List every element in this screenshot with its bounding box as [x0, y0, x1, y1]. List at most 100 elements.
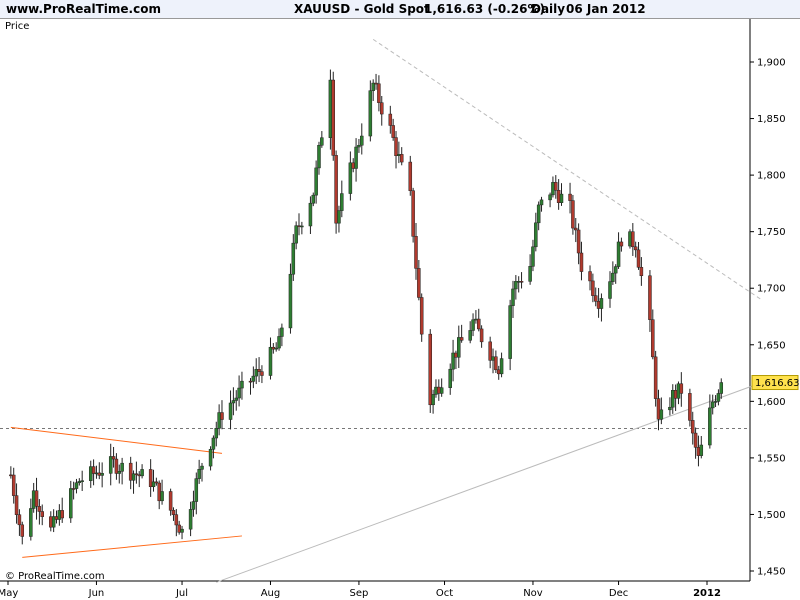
- candle-body: [148, 469, 153, 488]
- candle-body: [357, 144, 361, 148]
- candle-body: [40, 511, 44, 517]
- candle-body: [536, 204, 541, 224]
- candle-body: [351, 162, 355, 169]
- y-tick-label: 1,450: [757, 567, 786, 578]
- x-tick-label: May: [0, 588, 18, 599]
- candle-body: [31, 490, 36, 509]
- candle-body: [114, 458, 119, 474]
- candle-body: [408, 161, 413, 191]
- candle-body: [391, 125, 395, 138]
- candle-body: [314, 167, 318, 196]
- candle-body: [51, 516, 56, 528]
- candle-body: [88, 466, 93, 481]
- candle-body: [511, 288, 515, 306]
- candle-body: [291, 242, 296, 275]
- candle-body: [368, 90, 373, 137]
- candle-body: [719, 382, 724, 394]
- candle-body: [297, 225, 301, 227]
- candle-body: [37, 506, 42, 512]
- candle-body: [708, 407, 712, 446]
- y-tick-label: 1,900: [757, 58, 786, 69]
- candle-body: [414, 236, 418, 269]
- candle-body: [496, 369, 501, 375]
- y-tick-label: 1,850: [757, 114, 786, 125]
- candle-body: [653, 356, 658, 399]
- candle-body: [534, 222, 538, 248]
- candle-body: [499, 358, 504, 375]
- candle-body: [613, 266, 618, 274]
- quote-text: 1,616.63 (-0.26%): [424, 2, 545, 16]
- support-trend-line: [216, 375, 779, 583]
- candle-body: [154, 481, 159, 484]
- candle-body: [17, 514, 22, 526]
- candle-body: [468, 330, 472, 341]
- candle-body: [548, 194, 552, 201]
- candle-body: [494, 356, 498, 371]
- candle-body: [14, 495, 19, 515]
- candle-body: [211, 437, 216, 450]
- candle-body: [591, 280, 595, 296]
- candle-body: [257, 369, 261, 372]
- candle-body: [74, 482, 79, 489]
- candle-body: [554, 182, 558, 191]
- triangle-upper-line: [10, 426, 223, 454]
- candle-body: [254, 369, 258, 377]
- candle-body: [288, 273, 293, 329]
- candle-body: [596, 301, 601, 309]
- candle-body: [377, 83, 381, 103]
- candle-body: [348, 162, 353, 194]
- candle-body: [97, 472, 102, 476]
- candle-body: [100, 473, 104, 476]
- candle-body: [57, 510, 62, 520]
- price-chart[interactable]: Price 1,450 1,500 1,550 1,600 1,650 1,700 1,75…: [0, 18, 800, 600]
- candle-body: [80, 480, 84, 482]
- candle-body: [434, 386, 438, 395]
- candle-body: [531, 246, 535, 267]
- y-tick-label: 1,500: [757, 510, 786, 521]
- site-name[interactable]: www.ProRealTime.com: [6, 2, 161, 16]
- candle-body: [519, 281, 524, 283]
- candle-body: [231, 400, 236, 404]
- candle-body: [91, 466, 96, 474]
- candle-body: [417, 268, 421, 298]
- candle-body: [516, 281, 521, 283]
- candle-body: [448, 368, 452, 388]
- candle-body: [710, 401, 715, 409]
- candle-body: [656, 398, 661, 420]
- y-tick-label: 1,700: [757, 284, 786, 295]
- candle-body: [696, 447, 701, 456]
- candle-body: [180, 528, 184, 533]
- candle-body: [317, 144, 321, 169]
- candle-body: [111, 456, 116, 460]
- candle-body: [334, 155, 338, 224]
- candle-body: [160, 491, 164, 502]
- candle-body: [397, 154, 401, 156]
- candle-body: [668, 406, 672, 411]
- candle-body: [60, 510, 64, 519]
- candle-body: [77, 481, 82, 483]
- candle-body: [9, 474, 13, 477]
- candle-body: [451, 352, 455, 370]
- candle-body: [651, 319, 655, 358]
- candle-body: [474, 318, 478, 321]
- candle-body: [380, 102, 384, 115]
- candle-body: [394, 137, 398, 156]
- x-tick-label: Jul: [175, 588, 188, 599]
- candle-body: [539, 199, 544, 206]
- candle-body: [571, 200, 575, 229]
- candle-body: [320, 137, 324, 146]
- candle-body: [234, 397, 238, 401]
- candle-body: [659, 409, 664, 420]
- candle-body: [688, 393, 692, 421]
- last-price-tag-text: 1,616.63: [755, 378, 800, 389]
- last-price-tag-box: [751, 375, 799, 391]
- candle-body: [593, 295, 598, 302]
- y-tick-label: 1,550: [757, 453, 786, 464]
- candle-body: [69, 488, 73, 519]
- candle-body: [556, 189, 561, 203]
- candle-body: [177, 524, 181, 533]
- candle-body: [311, 194, 316, 204]
- candle-body: [488, 341, 492, 361]
- candle-body: [636, 249, 641, 268]
- triangle-lower-line: [22, 535, 242, 558]
